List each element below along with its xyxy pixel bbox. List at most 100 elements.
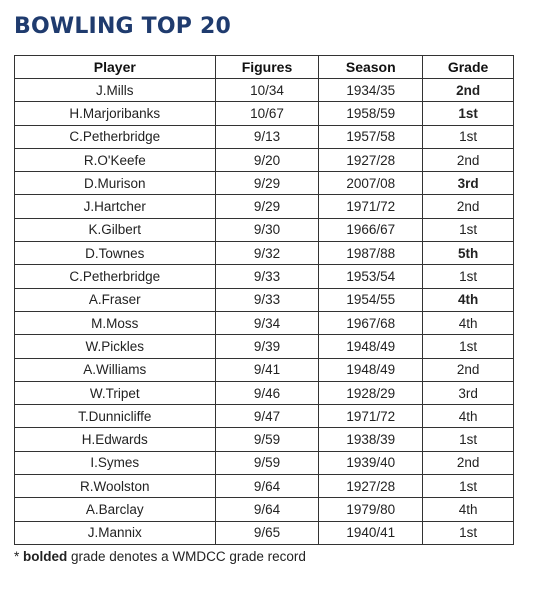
cell-player: M.Moss	[14, 310, 216, 336]
cell-season: 1979/80	[318, 497, 424, 522]
table-row: H.Marjoribanks 10/67 1958/59 1st	[14, 101, 514, 126]
cell-season: 1934/35	[318, 77, 424, 103]
cell-player: I.Symes	[14, 450, 216, 476]
table-body: J.Mills 10/34 1934/35 2nd H.Marjoribanks 10/6…	[14, 77, 514, 545]
cell-figures: 10/67	[214, 101, 320, 126]
cell-figures: 9/59	[214, 450, 320, 476]
cell-player: W.Pickles	[14, 334, 216, 359]
bowling-table: Player Figures Season Grade J.Mills 10/34…	[14, 55, 514, 545]
cell-figures: 9/64	[214, 497, 320, 522]
cell-grade: 2nd	[422, 194, 514, 219]
cell-player: H.Edwards	[14, 427, 216, 452]
column-header-grade: Grade	[422, 55, 514, 79]
table-row: H.Edwards 9/59 1938/39 1st	[14, 427, 514, 452]
cell-season: 1966/67	[318, 217, 424, 243]
cell-season: 1953/54	[318, 264, 424, 289]
cell-season: 1939/40	[318, 450, 424, 476]
cell-figures: 10/34	[214, 77, 320, 103]
table-row: W.Tripet 9/46 1928/29 3rd	[14, 380, 514, 406]
cell-grade: 2nd	[422, 77, 514, 103]
table-row: J.Mannix 9/65 1940/41 1st	[14, 520, 514, 545]
cell-season: 1971/72	[318, 404, 424, 429]
table-row: J.Hartcher 9/29 1971/72 2nd	[14, 194, 514, 219]
cell-player: J.Hartcher	[14, 194, 216, 219]
table-row: J.Mills 10/34 1934/35 2nd	[14, 77, 514, 103]
cell-grade: 4th	[422, 310, 514, 336]
cell-player: J.Mannix	[14, 520, 216, 545]
cell-player: H.Marjoribanks	[14, 101, 216, 126]
cell-figures: 9/41	[214, 357, 320, 382]
table-row: K.Gilbert 9/30 1966/67 1st	[14, 217, 514, 243]
footnote: * bolded grade denotes a WMDCC grade rec…	[14, 549, 306, 564]
cell-season: 1927/28	[318, 474, 424, 499]
cell-figures: 9/33	[214, 287, 320, 312]
cell-grade: 4th	[422, 287, 514, 312]
cell-season: 1948/49	[318, 357, 424, 382]
cell-player: J.Mills	[14, 77, 216, 103]
cell-season: 1954/55	[318, 287, 424, 312]
cell-figures: 9/20	[214, 147, 320, 173]
table-row: A.Williams 9/41 1948/49 2nd	[14, 357, 514, 382]
cell-player: R.Woolston	[14, 474, 216, 499]
cell-figures: 9/30	[214, 217, 320, 243]
cell-season: 2007/08	[318, 171, 424, 196]
cell-figures: 9/34	[214, 310, 320, 336]
cell-season: 1957/58	[318, 124, 424, 149]
table-row: W.Pickles 9/39 1948/49 1st	[14, 334, 514, 359]
table-row: A.Barclay 9/64 1979/80 4th	[14, 497, 514, 522]
cell-grade: 1st	[422, 101, 514, 126]
cell-player: D.Townes	[14, 241, 216, 266]
cell-figures: 9/33	[214, 264, 320, 289]
table-row: C.Petherbridge 9/13 1957/58 1st	[14, 124, 514, 149]
cell-figures: 9/46	[214, 380, 320, 406]
table-row: T.Dunnicliffe 9/47 1971/72 4th	[14, 404, 514, 429]
cell-player: W.Tripet	[14, 380, 216, 406]
cell-grade: 2nd	[422, 147, 514, 173]
footnote-text: grade denotes a WMDCC grade record	[67, 549, 306, 564]
cell-figures: 9/47	[214, 404, 320, 429]
cell-player: C.Petherbridge	[14, 264, 216, 289]
cell-season: 1948/49	[318, 334, 424, 359]
footnote-prefix: *	[14, 549, 24, 564]
table-row: A.Fraser 9/33 1954/55 4th	[14, 287, 514, 312]
table-row: C.Petherbridge 9/33 1953/54 1st	[14, 264, 514, 289]
cell-grade: 1st	[422, 217, 514, 243]
footnote-bold: bolded	[23, 549, 68, 564]
cell-player: K.Gilbert	[14, 217, 216, 243]
cell-figures: 9/59	[214, 427, 320, 452]
cell-grade: 4th	[422, 497, 514, 522]
cell-figures: 9/64	[214, 474, 320, 499]
cell-grade: 5th	[422, 241, 514, 266]
cell-grade: 1st	[422, 474, 514, 499]
cell-figures: 9/32	[214, 241, 320, 266]
table-row: I.Symes 9/59 1939/40 2nd	[14, 450, 514, 476]
cell-figures: 9/29	[214, 194, 320, 219]
cell-player: C.Petherbridge	[14, 124, 216, 149]
cell-player: A.Barclay	[14, 497, 216, 522]
cell-grade: 2nd	[422, 450, 514, 476]
cell-grade: 1st	[422, 334, 514, 359]
cell-season: 1971/72	[318, 194, 424, 219]
table-header-row: Player Figures Season Grade	[14, 55, 514, 79]
cell-season: 1927/28	[318, 147, 424, 173]
cell-grade: 2nd	[422, 357, 514, 382]
table-row: R.Woolston 9/64 1927/28 1st	[14, 474, 514, 499]
cell-grade: 1st	[422, 427, 514, 452]
cell-season: 1928/29	[318, 380, 424, 406]
column-header-season: Season	[318, 55, 424, 79]
table-row: D.Townes 9/32 1987/88 5th	[14, 241, 514, 266]
cell-season: 1958/59	[318, 101, 424, 126]
table-row: D.Murison 9/29 2007/08 3rd	[14, 171, 514, 196]
cell-figures: 9/65	[214, 520, 320, 545]
cell-season: 1940/41	[318, 520, 424, 545]
cell-player: T.Dunnicliffe	[14, 404, 216, 429]
column-header-player: Player	[14, 55, 216, 79]
cell-grade: 1st	[422, 264, 514, 289]
cell-figures: 9/29	[214, 171, 320, 196]
page-title: BOWLING TOP 20	[14, 14, 231, 39]
cell-figures: 9/39	[214, 334, 320, 359]
column-header-figures: Figures	[214, 55, 320, 79]
table-row: R.O'Keefe 9/20 1927/28 2nd	[14, 147, 514, 173]
cell-grade: 3rd	[422, 171, 514, 196]
cell-grade: 1st	[422, 520, 514, 545]
